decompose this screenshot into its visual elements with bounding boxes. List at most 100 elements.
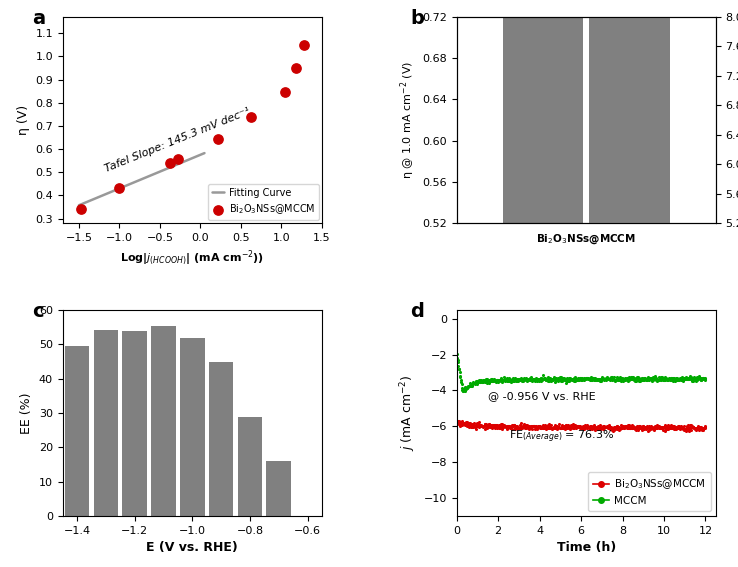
Point [573, 422, 585, 431]
Point [483, 420, 495, 429]
Point [646, 376, 658, 386]
Point [468, 379, 480, 388]
Point [678, 425, 690, 434]
Point [569, 422, 581, 431]
Point [483, 423, 494, 432]
Fitting Curve [190, 154, 199, 161]
Point [483, 376, 495, 385]
Point [683, 426, 695, 435]
Point [621, 423, 633, 432]
Point [603, 421, 615, 430]
Point [483, 376, 494, 385]
Point [494, 424, 506, 433]
Point [558, 374, 570, 383]
Point [484, 421, 496, 430]
Point [649, 371, 661, 380]
Fitting Curve [98, 192, 107, 199]
Point [575, 424, 587, 433]
Point [672, 375, 684, 384]
Point [471, 421, 483, 430]
Point [628, 374, 640, 383]
Point [620, 375, 632, 384]
Point [562, 422, 573, 431]
Point [554, 375, 565, 384]
Point [554, 424, 565, 433]
Point [573, 374, 584, 383]
Point [521, 421, 533, 430]
Bi$_2$O$_3$NSs@MCCM [164, 158, 176, 167]
Point [575, 421, 587, 430]
Point [547, 375, 559, 384]
Point [567, 375, 579, 384]
Point [559, 378, 571, 387]
Point [469, 379, 480, 388]
Point [619, 422, 631, 431]
Point [480, 420, 492, 429]
Bar [180, 338, 204, 516]
Point [582, 422, 594, 431]
Point [576, 423, 588, 432]
Point [604, 374, 616, 383]
Point [618, 422, 630, 431]
Point [606, 424, 618, 433]
Point [621, 374, 633, 383]
Point [697, 374, 708, 383]
Point [658, 422, 670, 431]
Point [465, 422, 477, 431]
Point [551, 376, 562, 385]
Point [631, 424, 643, 433]
Point [615, 424, 627, 433]
Point [491, 375, 503, 384]
Point [562, 420, 574, 429]
Point [532, 374, 544, 383]
Point [486, 376, 497, 386]
Bar [123, 332, 147, 516]
Point [692, 374, 704, 383]
Point [534, 422, 545, 431]
Point [555, 376, 567, 385]
Point [455, 376, 466, 385]
Point [684, 372, 696, 381]
Bar [94, 330, 118, 516]
Point [645, 422, 657, 431]
Point [596, 374, 608, 383]
Point [612, 374, 624, 383]
Point [509, 375, 521, 384]
Point [497, 421, 509, 430]
Point [583, 422, 595, 431]
Point [481, 379, 493, 388]
Point [658, 376, 670, 385]
Point [507, 421, 519, 430]
Point [576, 421, 588, 430]
Point [539, 374, 551, 383]
Point [545, 423, 557, 432]
Point [537, 374, 548, 383]
Point [590, 424, 601, 433]
Point [466, 420, 478, 429]
Point [517, 423, 529, 432]
Point [526, 424, 538, 433]
Point [459, 386, 471, 395]
Point [672, 376, 683, 385]
Point [496, 425, 508, 434]
Point [529, 425, 541, 434]
Point [537, 422, 548, 431]
Point [553, 375, 565, 384]
Point [508, 421, 520, 430]
Point [488, 376, 500, 385]
Point [540, 374, 552, 383]
Point [584, 423, 596, 432]
Point [491, 424, 503, 433]
Point [508, 374, 520, 383]
Point [529, 376, 541, 385]
Point [489, 423, 501, 432]
Point [601, 423, 613, 432]
Point [568, 373, 580, 382]
Point [577, 422, 589, 431]
Point [683, 422, 694, 431]
Point [630, 424, 641, 433]
Point [649, 373, 661, 382]
Point [642, 427, 654, 436]
Point [532, 421, 544, 430]
Point [508, 375, 520, 384]
